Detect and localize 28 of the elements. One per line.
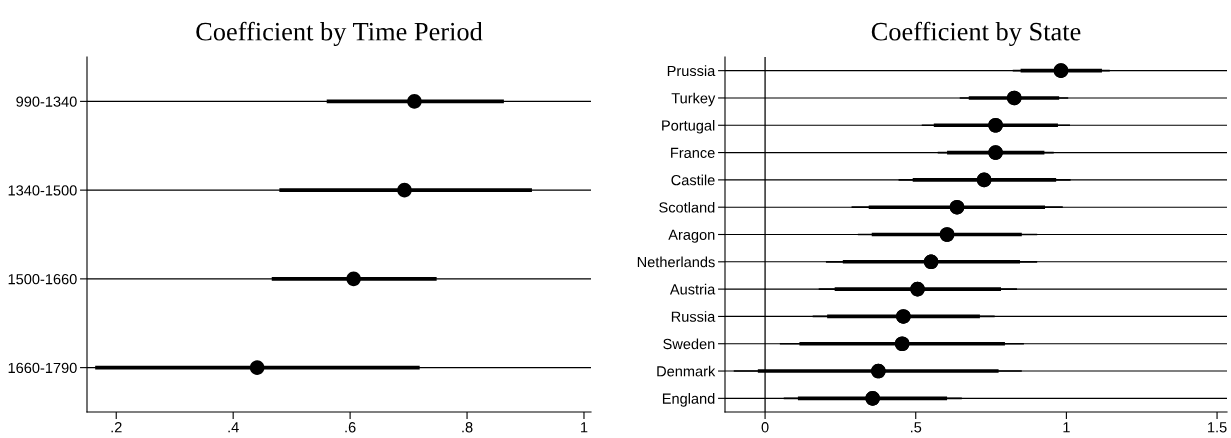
y-tick-label: Netherlands — [637, 256, 715, 268]
x-tick-label: 1 — [1063, 422, 1070, 433]
y-tick-label: Aragon — [668, 229, 715, 243]
x-tick-label: .8 — [462, 422, 473, 433]
x-tick-label: .2 — [111, 422, 122, 433]
y-tick-label: Prussia — [667, 65, 716, 77]
y-tick-label: France — [671, 147, 715, 158]
y-tick-label: Scotland — [659, 201, 715, 213]
y-tick-label: 1340-1500 — [8, 185, 77, 196]
chart-title: Coefficient by State — [871, 21, 1081, 47]
x-tick-label: .5 — [910, 422, 922, 433]
y-tick-label: Turkey — [671, 92, 716, 107]
y-tick-label: 1660-1790 — [8, 362, 77, 374]
y-tick-label: Portugal — [662, 119, 715, 134]
y-tick-label: 1500-1660 — [8, 273, 77, 285]
x-tick-label: 0 — [761, 422, 769, 433]
y-tick-label: Castile — [671, 174, 715, 186]
y-tick-label: Austria — [669, 283, 716, 295]
x-tick-label: 1.5 — [1208, 422, 1227, 433]
y-tick-label: Sweden — [663, 338, 715, 350]
y-tick-label: Denmark — [657, 365, 716, 377]
y-tick-label: England — [662, 393, 715, 407]
y-tick-label: 990-1340 — [16, 96, 77, 107]
x-tick-label: .4 — [228, 422, 239, 433]
chart-title: Coefficient by Time Period — [196, 21, 483, 47]
x-tick-label: 1 — [581, 422, 588, 433]
x-tick-label: .6 — [345, 422, 356, 433]
y-tick-label: Russia — [671, 311, 716, 322]
